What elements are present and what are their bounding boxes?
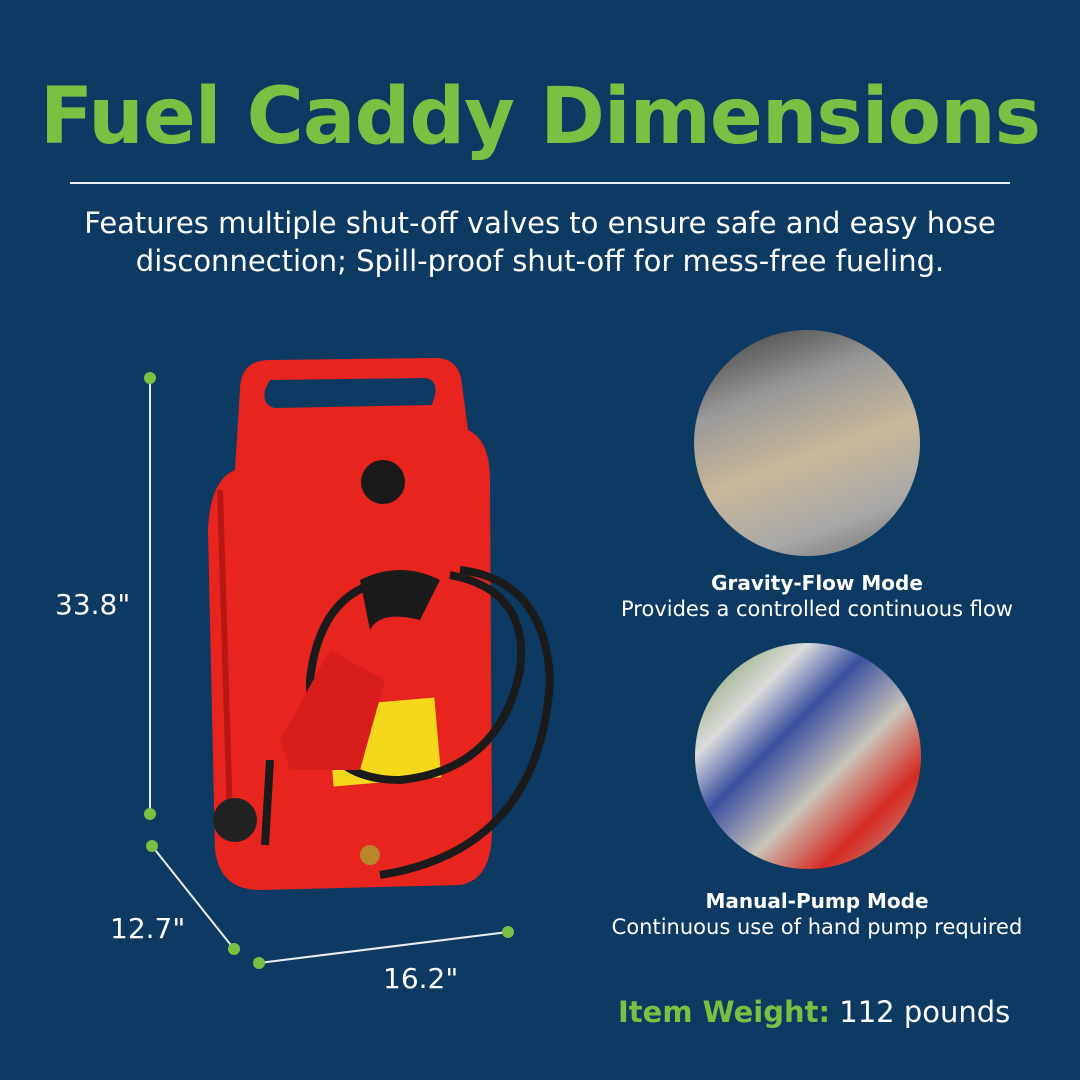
page-title: Fuel Caddy Dimensions: [39, 72, 1041, 162]
item-weight: Item Weight: 112 pounds: [618, 995, 1010, 1029]
height-dimension: 33.8": [55, 588, 131, 621]
depth-dimension: 12.7": [110, 912, 186, 945]
title-divider: [70, 182, 1010, 184]
manual-pump-description: Continuous use of hand pump required: [611, 915, 1023, 939]
fuel-caddy-image: [208, 358, 555, 890]
subtitle: Features multiple shut-off valves to ens…: [84, 206, 996, 278]
gravity-flow-photo: [694, 330, 920, 556]
width-dimension: 16.2": [383, 962, 459, 995]
item-weight-value: 112 pounds: [839, 995, 1011, 1029]
item-weight-label: Item Weight:: [618, 995, 831, 1029]
manual-pump-title: Manual-Pump Mode: [705, 889, 929, 913]
manual-pump-photo: [695, 643, 921, 869]
gravity-flow-title: Gravity-Flow Mode: [711, 571, 923, 595]
gravity-flow-description: Provides a controlled continuous flow: [621, 597, 1013, 621]
